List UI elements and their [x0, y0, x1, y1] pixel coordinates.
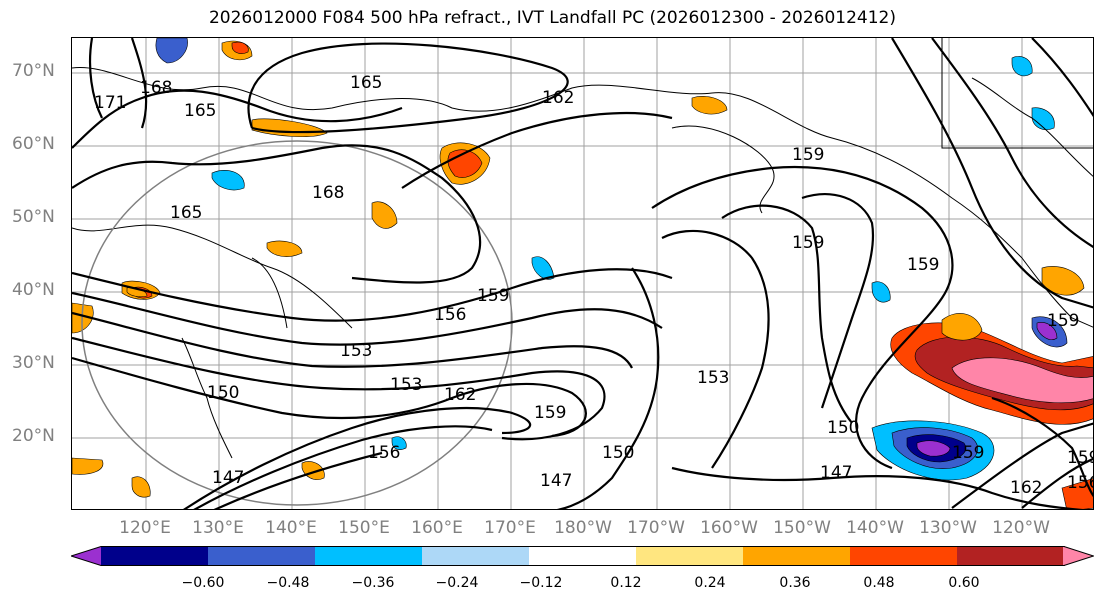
contour-label: 153: [340, 341, 372, 361]
contour-label: 159: [534, 403, 566, 423]
contour-labels: 171 168 165 165 165 162 168 159 159 159 …: [94, 73, 1094, 498]
colorbar-extend-low: [71, 546, 102, 566]
lat-label-20n: 20°N: [12, 426, 55, 446]
lat-label-40n: 40°N: [12, 280, 55, 300]
contour-label: 168: [312, 183, 344, 203]
colorbar-tick: 0.48: [863, 575, 895, 591]
contour-label: 156: [1067, 473, 1094, 493]
contour-label: 165: [170, 203, 202, 223]
colorbar-segment: [529, 546, 637, 566]
contour-label: 150: [827, 418, 859, 438]
colorbar-segment: [101, 546, 209, 566]
lat-label-60n: 60°N: [12, 134, 55, 154]
contour-label: 165: [350, 73, 382, 93]
lon-label-120w: 120°W: [992, 518, 1050, 538]
coastlines: [72, 38, 1093, 459]
contour-label: 162: [1010, 478, 1042, 498]
contour-label: 147: [820, 463, 852, 483]
contour-label: 159: [792, 233, 824, 253]
contour-label: 153: [697, 368, 729, 388]
lon-label-180w: 180°W: [554, 518, 612, 538]
lon-label-170w: 170°W: [627, 518, 685, 538]
colorbar-tick: 0.60: [948, 575, 980, 591]
contour-label: 150: [207, 383, 239, 403]
contour-label: 147: [212, 468, 244, 488]
colorbar-tick: 0.12: [610, 575, 642, 591]
colorbar-segment: [315, 546, 423, 566]
lon-label-120e: 120°E: [119, 518, 171, 538]
colorbar-tick: −0.60: [181, 575, 225, 591]
colorbar-segment: [850, 546, 958, 566]
contour-label: 159: [907, 255, 939, 275]
lon-label-160w: 160°W: [700, 518, 758, 538]
anomaly-shading: [72, 38, 1093, 509]
lon-label-160e: 160°E: [411, 518, 463, 538]
lon-label-140w: 140°W: [846, 518, 904, 538]
contour-label: 156: [368, 443, 400, 463]
contour-label: 159: [952, 443, 984, 463]
lon-label-130w: 130°W: [919, 518, 977, 538]
map-canvas: 171 168 165 165 165 162 168 159 159 159 …: [72, 38, 1094, 509]
lon-label-150w: 150°W: [773, 518, 831, 538]
contour-label: 162: [542, 88, 574, 108]
colorbar: [71, 546, 1094, 566]
contour-label: 153: [390, 375, 422, 395]
map-panel: 171 168 165 165 165 162 168 159 159 159 …: [71, 37, 1094, 510]
contour-label: 159: [1047, 311, 1079, 331]
map-title: 2026012000 F084 500 hPa refract., IVT La…: [208, 8, 896, 28]
contour-label: 162: [444, 385, 476, 405]
contour-label: 168: [140, 78, 172, 98]
colorbar-outline: [71, 546, 1094, 566]
colorbar-tick: −0.12: [519, 575, 563, 591]
lon-label-170e: 170°E: [484, 518, 536, 538]
colorbar-segments: [71, 546, 1094, 566]
contour-label: 165: [184, 101, 216, 121]
contour-label: 171: [94, 93, 126, 113]
colorbar-segment: [743, 546, 851, 566]
colorbar-extend-high: [1063, 546, 1094, 566]
lon-label-130e: 130°E: [192, 518, 244, 538]
lat-label-70n: 70°N: [12, 61, 55, 81]
colorbar-tick: −0.36: [351, 575, 395, 591]
colorbar-segment: [422, 546, 530, 566]
colorbar-segment: [957, 546, 1065, 566]
height-contours: [72, 38, 1093, 509]
contour-label: 159: [477, 286, 509, 306]
lat-label-50n: 50°N: [12, 207, 55, 227]
contour-label: 159: [1067, 448, 1094, 468]
colorbar-tick: −0.48: [266, 575, 310, 591]
contour-label: 147: [540, 471, 572, 491]
colorbar-segment: [208, 546, 316, 566]
lat-label-30n: 30°N: [12, 353, 55, 373]
colorbar-tick: 0.24: [694, 575, 726, 591]
contour-label: 156: [434, 305, 466, 325]
contour-label: 159: [792, 145, 824, 165]
lon-label-150e: 150°E: [338, 518, 390, 538]
colorbar-tick: −0.24: [435, 575, 479, 591]
lon-label-140e: 140°E: [265, 518, 317, 538]
colorbar-segment: [636, 546, 744, 566]
contour-label: 150: [602, 443, 634, 463]
colorbar-tick: 0.36: [779, 575, 811, 591]
